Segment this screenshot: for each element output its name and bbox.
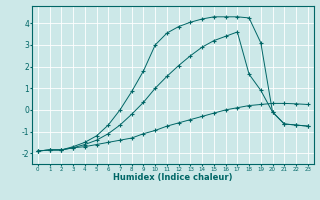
X-axis label: Humidex (Indice chaleur): Humidex (Indice chaleur) xyxy=(113,173,233,182)
